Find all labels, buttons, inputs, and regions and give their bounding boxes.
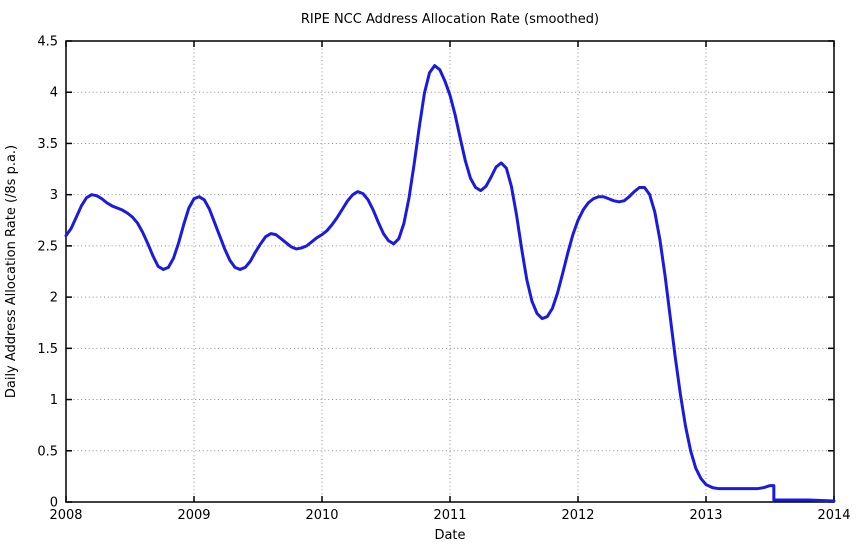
y-tick-label: 4.5	[37, 35, 58, 50]
x-axis-label: Date	[434, 528, 465, 543]
x-tick-label: 2008	[49, 508, 82, 523]
gridlines	[66, 41, 834, 502]
x-tick-label: 2013	[689, 508, 722, 523]
tick-labels: 0 0.5 1 1.5 2 2.5 3 3.5 4 4.5 2008 2009 2010 2011 2012…	[37, 35, 850, 524]
y-tick-label: 3.5	[37, 137, 58, 152]
x-tick-label: 2010	[305, 508, 338, 523]
x-tick-label: 2011	[433, 508, 466, 523]
y-tick-label: 2	[50, 291, 58, 306]
chart-title: RIPE NCC Address Allocation Rate (smooth…	[301, 12, 599, 27]
data-series	[64, 64, 836, 503]
y-tick-label: 0.5	[37, 444, 58, 459]
axis-ticks	[65, 40, 835, 503]
x-tick-label: 2014	[817, 508, 850, 523]
x-tick-label: 2009	[177, 508, 210, 523]
y-axis-label: Daily Address Allocation Rate (/8s p.a.)	[4, 145, 19, 398]
y-tick-label: 3	[50, 188, 58, 203]
data-line-allocation-rate	[64, 64, 836, 503]
y-tick-label: 2.5	[37, 239, 58, 254]
y-tick-label: 0	[50, 496, 58, 511]
y-tick-label: 4	[50, 86, 58, 101]
y-tick-label: 1.5	[37, 342, 58, 357]
y-tick-label: 1	[50, 393, 58, 408]
x-tick-label: 2012	[561, 508, 594, 523]
